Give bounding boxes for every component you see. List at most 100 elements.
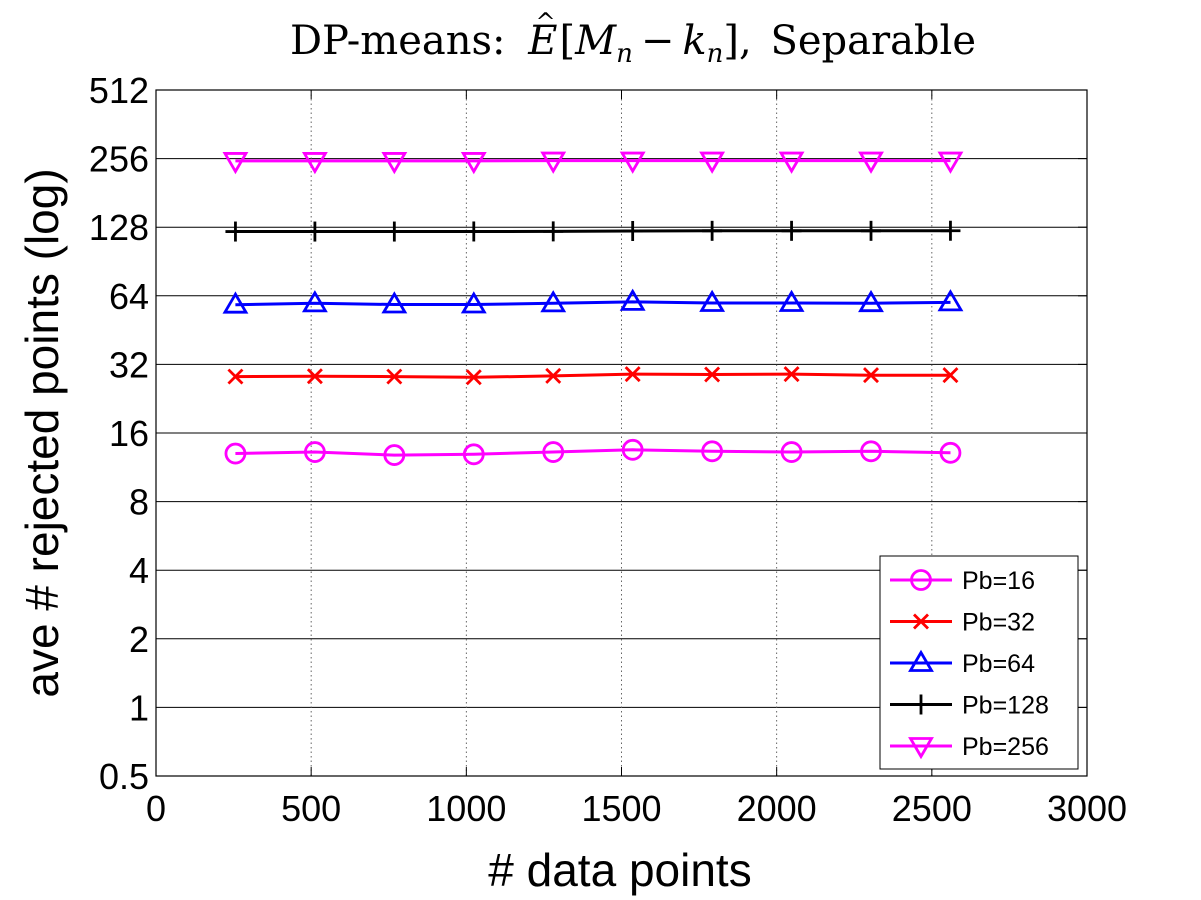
legend-pb32-marker — [913, 613, 929, 630]
title-prefix: DP-means: — [290, 18, 506, 64]
title-sub-n1: n — [616, 39, 633, 69]
series-pb32-point — [942, 367, 959, 384]
series-pb32-point-stroke-b — [227, 368, 244, 385]
series-pb16-point — [621, 438, 644, 461]
series-pb32-line — [235, 372, 951, 379]
series-pb64-point — [778, 289, 805, 312]
series-pb32-point — [227, 368, 244, 385]
series-pb32-point-stroke-b — [306, 368, 323, 385]
series-pb32-point-stroke-b — [783, 366, 800, 383]
y-tick-label: 512 — [89, 70, 149, 111]
y-tick-label: 16 — [109, 413, 149, 454]
series-pb32-point-stroke-b — [863, 367, 879, 384]
series-pb128-point — [940, 220, 961, 241]
legend: Pb=16 Pb=32 Pb=64 Pb=128 Pb=256 — [879, 555, 1079, 770]
series-pb128-point — [304, 221, 325, 242]
series-pb256-point — [699, 151, 726, 174]
series-pb32-point-stroke-b — [624, 366, 641, 383]
series-pb128 — [225, 220, 961, 242]
series-pb32-point — [306, 368, 323, 385]
series-pb64-point — [858, 289, 884, 313]
x-tick-label: 2500 — [892, 788, 972, 829]
series-pb16-point — [542, 441, 565, 463]
series-pb32 — [227, 366, 959, 386]
x-tick-label: 3000 — [1047, 788, 1127, 829]
series-pb32-point-stroke-b — [545, 367, 562, 384]
legend-pb16: Pb=16 — [890, 567, 1035, 595]
x-tick-label: 2000 — [737, 788, 817, 829]
y-axis-label: ave # rejected points (log) — [16, 168, 68, 697]
series-pb16 — [224, 438, 962, 466]
y-tick-label: 2 — [129, 619, 149, 660]
series-pb128-point — [622, 220, 643, 241]
legend-pb32-label: Pb=32 — [962, 609, 1035, 637]
title-k: k — [682, 18, 706, 64]
title-suffix: Separable — [770, 18, 976, 64]
series-pb32-point — [624, 366, 641, 383]
series-pb16-point — [224, 442, 247, 465]
legend-pb128-label: Pb=128 — [962, 692, 1049, 720]
title-e: E — [527, 18, 557, 64]
series-pb128-point — [702, 220, 723, 241]
legend-pb64: Pb=64 — [890, 649, 1035, 678]
series-pb256-point — [540, 151, 567, 174]
legend-pb16-marker — [910, 569, 932, 591]
legend-pb32-marker-stroke-b — [913, 613, 929, 630]
legend-pb128-marker — [911, 694, 931, 715]
series-pb128-point — [861, 220, 882, 241]
series-pb32-point — [386, 368, 403, 385]
title-open-bracket: [ — [560, 18, 576, 64]
series-pb32-point — [545, 367, 562, 384]
series-pb32-point — [783, 366, 800, 383]
series-pb128-point — [225, 221, 246, 242]
legend-pb128: Pb=128 — [890, 692, 1049, 720]
series-pb256-point — [460, 152, 487, 175]
y-tick-label: 256 — [89, 139, 149, 180]
title-m: M — [574, 18, 617, 64]
series-pb128-line — [235, 229, 951, 233]
series-pb32-point-stroke-b — [386, 368, 403, 385]
series-pb256-point — [619, 151, 646, 174]
series-pb256-point — [381, 152, 408, 175]
legend-pb16-label: Pb=16 — [962, 567, 1035, 595]
series-pb16-line — [235, 448, 951, 457]
series-pb64-point — [460, 291, 487, 314]
series-pb64-point — [619, 288, 646, 311]
y-tick-label: 4 — [129, 550, 149, 591]
series-pb256-point — [937, 151, 964, 174]
series-pb32-point-stroke-b — [465, 369, 482, 386]
series-pb16-point — [462, 443, 485, 466]
tick-labels: 0.5 1 2 4 8 16 32 64 128 256 512 0 500 1000 1500 2000 25… — [89, 70, 1127, 829]
series-pb256-point — [778, 151, 805, 174]
series-pb16-point — [701, 440, 724, 463]
series-pb16-point — [303, 441, 326, 463]
x-tick-label: 1500 — [581, 788, 661, 829]
series-pb32-point-stroke-b — [942, 367, 959, 384]
legend-pb256-marker — [908, 737, 934, 760]
series-pb64-line — [235, 300, 951, 307]
series-pb32-point — [704, 366, 721, 383]
x-axis-label: # data points — [488, 844, 751, 896]
series-pb128-point — [384, 221, 405, 242]
legend-pb64-label: Pb=64 — [962, 650, 1035, 678]
series-pb256-point — [301, 152, 328, 175]
x-tick-label: 500 — [281, 788, 341, 829]
y-tick-label: 1 — [129, 687, 149, 728]
y-tick-label: 8 — [129, 482, 149, 523]
y-tick-label: 64 — [109, 276, 149, 317]
series-pb256-point — [222, 152, 249, 175]
chart-title: DP-means: E^ [Mn − kn], Separable — [290, 8, 976, 69]
series-layer — [222, 151, 964, 466]
series-pb16-point — [939, 441, 962, 464]
series-pb16-point — [860, 440, 882, 463]
title-sub-n2: n — [707, 39, 724, 69]
legend-pb256-label: Pb=256 — [962, 733, 1049, 761]
series-pb128-point — [781, 220, 802, 241]
title-minus: − — [641, 18, 675, 64]
x-tick-label: 1000 — [426, 788, 506, 829]
series-pb128-point — [463, 221, 484, 242]
title-hat: ^ — [535, 8, 555, 36]
series-pb16-point — [780, 441, 803, 463]
x-tick-label: 0 — [146, 788, 166, 829]
